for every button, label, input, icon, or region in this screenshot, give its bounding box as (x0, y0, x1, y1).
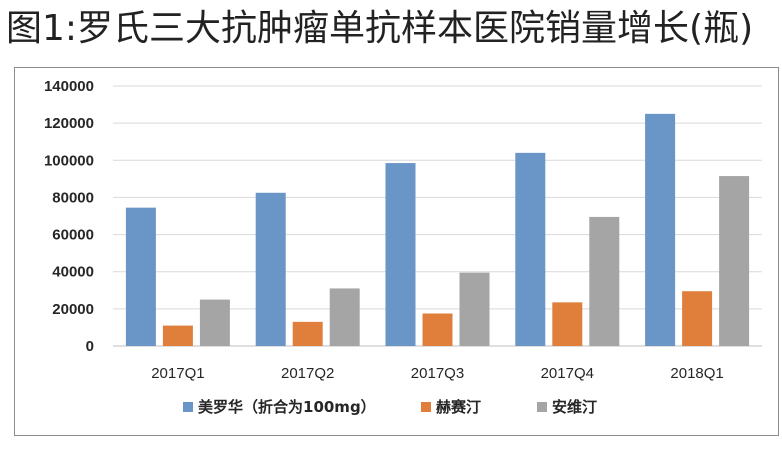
bar-2-2017Q4 (552, 302, 583, 346)
bar-2-2017Q1 (162, 325, 193, 346)
bar-2-2017Q2 (292, 321, 323, 346)
bar-1-2017Q1 (125, 207, 156, 346)
x-tick-label: 2018Q1 (670, 365, 723, 382)
bar-3-2017Q4 (589, 216, 620, 346)
legend: 美罗华（折合为100mg） 赫赛汀 安维汀 (183, 398, 597, 416)
x-tick-label: 2017Q1 (151, 365, 204, 382)
page-title: 图1:罗氏三大抗肿瘤单抗样本医院销量增长(瓶) (6, 8, 754, 49)
bar-3-2018Q1 (719, 176, 750, 346)
y-tick-label: 140000 (44, 78, 94, 95)
x-axis-tick-labels: 2017Q1 2017Q2 2017Q3 2017Q4 2018Q1 (151, 365, 724, 382)
legend-label: 美罗华（折合为100mg） (198, 398, 376, 416)
legend-swatch (183, 402, 193, 412)
bars (125, 113, 750, 346)
bar-3-2017Q1 (199, 299, 230, 346)
bar-3-2017Q3 (459, 272, 490, 346)
x-tick-label: 2017Q4 (541, 365, 594, 382)
legend-label: 赫赛汀 (436, 398, 481, 416)
bar-3-2017Q2 (329, 288, 360, 346)
x-tick-label: 2017Q2 (281, 365, 334, 382)
y-tick-label: 20000 (52, 301, 94, 318)
y-tick-label: 80000 (52, 189, 94, 206)
y-tick-label: 40000 (52, 264, 94, 281)
bar-2-2018Q1 (682, 291, 713, 346)
bar-1-2017Q4 (515, 152, 546, 346)
y-tick-label: 120000 (44, 115, 94, 132)
x-tick-label: 2017Q3 (411, 365, 464, 382)
legend-swatch (421, 402, 431, 412)
bar-1-2017Q2 (255, 192, 286, 346)
y-tick-label: 60000 (52, 227, 94, 244)
legend-label: 安维汀 (552, 398, 597, 416)
bar-1-2018Q1 (645, 113, 676, 346)
y-tick-label: 100000 (44, 152, 94, 169)
bar-2-2017Q3 (422, 313, 453, 346)
y-axis-tick-labels: 0 20000 40000 60000 80000 100000 120000 140000 (44, 78, 94, 355)
bar-1-2017Q3 (385, 163, 416, 346)
legend-swatch (537, 402, 547, 412)
y-tick-label: 0 (86, 338, 94, 355)
